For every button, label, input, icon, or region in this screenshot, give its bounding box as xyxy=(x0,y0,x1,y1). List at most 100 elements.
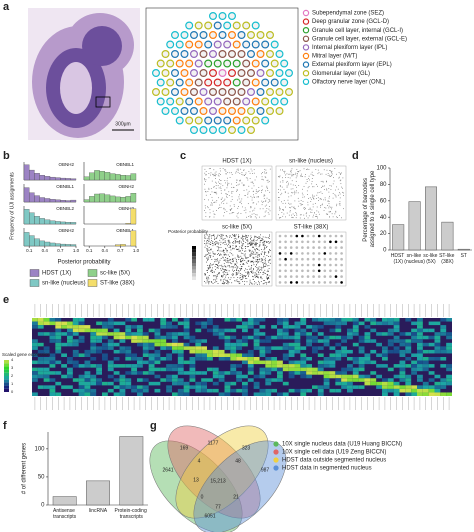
pixel xyxy=(336,186,338,188)
panel-label: e xyxy=(3,294,9,306)
pixel xyxy=(236,279,238,281)
heatmap-cell xyxy=(107,325,114,329)
heatmap-cell xyxy=(382,392,388,396)
legend-label: HDST data in segmented nucleus xyxy=(282,466,372,472)
heatmap-cell xyxy=(172,346,178,350)
spot xyxy=(180,87,189,96)
colorbar-step xyxy=(4,372,9,376)
pixel xyxy=(234,257,236,259)
pixel xyxy=(215,181,216,183)
pixel xyxy=(232,248,234,249)
pixel xyxy=(212,283,214,284)
pixel xyxy=(245,242,247,243)
pixel xyxy=(263,246,265,248)
pixel xyxy=(259,254,261,255)
pixel xyxy=(317,169,319,171)
histogram-bar xyxy=(109,173,116,181)
legend-label: Glomerular layer (GL) xyxy=(312,71,370,77)
heatmap-cell xyxy=(113,332,120,336)
heatmap-cell xyxy=(32,392,38,396)
heatmap-cell xyxy=(434,349,441,354)
pixel xyxy=(207,257,209,259)
heatmap-cell xyxy=(125,332,132,336)
pixel xyxy=(266,282,268,284)
st-spot xyxy=(340,263,343,267)
pixel xyxy=(232,212,233,213)
spot xyxy=(194,97,203,106)
pixel xyxy=(220,207,222,208)
heatmap-cell xyxy=(417,357,423,361)
pixel xyxy=(259,258,261,260)
heatmap-cell xyxy=(300,360,307,365)
heatmap-cell xyxy=(90,364,97,368)
pixel xyxy=(227,177,228,179)
pixel xyxy=(239,246,241,248)
heatmap-cell xyxy=(347,388,353,393)
pixel xyxy=(261,238,263,240)
pixel xyxy=(242,239,244,241)
pixel xyxy=(307,168,308,170)
bar xyxy=(425,186,437,251)
pixel xyxy=(315,169,317,170)
pixel xyxy=(267,277,268,279)
pixel xyxy=(266,187,268,188)
heatmap-cell xyxy=(335,388,342,393)
spot xyxy=(247,49,256,58)
pixel xyxy=(252,210,253,212)
heatmap-cell xyxy=(247,318,254,322)
pixel xyxy=(265,210,267,212)
pixel xyxy=(330,175,332,177)
pixel xyxy=(225,193,227,195)
heatmap-cell xyxy=(218,357,225,361)
pixel xyxy=(263,280,265,281)
pixel xyxy=(206,277,208,279)
legend-label: Mitral layer (M/T) xyxy=(312,54,357,60)
spot xyxy=(223,116,232,125)
pixel xyxy=(220,244,222,246)
pixel xyxy=(219,254,220,256)
heatmap-cell xyxy=(312,371,318,375)
x-tick-label: 0.7 xyxy=(117,248,124,253)
st-spot xyxy=(334,257,338,261)
pixel xyxy=(226,259,228,261)
pixel xyxy=(214,258,216,260)
pixel xyxy=(256,176,257,178)
histogram-bar xyxy=(23,187,30,203)
heatmap-cell xyxy=(277,364,283,368)
pixel xyxy=(279,186,281,188)
pixel xyxy=(325,213,327,215)
spot xyxy=(199,31,208,40)
pixel xyxy=(228,265,230,267)
spot xyxy=(185,40,194,49)
pixel xyxy=(210,255,212,257)
pixel xyxy=(262,262,264,263)
pixel xyxy=(217,254,219,255)
pixel xyxy=(252,240,254,242)
pixel xyxy=(210,244,211,245)
heatmap-cell xyxy=(183,321,190,326)
pixel xyxy=(225,279,227,281)
st-spot xyxy=(312,257,315,261)
pixel xyxy=(290,169,292,171)
heatmap-cell xyxy=(440,346,447,350)
heatmap-cell xyxy=(189,339,196,343)
histogram-bar xyxy=(65,222,71,225)
pixel xyxy=(335,195,337,197)
heatmap-cell xyxy=(207,367,213,372)
pixel xyxy=(314,202,316,204)
heatmap-cell xyxy=(417,328,423,333)
pixel xyxy=(241,260,242,262)
pixel xyxy=(292,173,294,175)
spot xyxy=(228,49,237,58)
pixel xyxy=(213,236,215,238)
pixel xyxy=(264,266,266,268)
heatmap-cell xyxy=(370,381,377,386)
pixel xyxy=(235,234,237,236)
pixel xyxy=(219,204,221,206)
pixel xyxy=(209,252,211,254)
pixel xyxy=(207,256,209,258)
heatmap-cell xyxy=(364,325,371,329)
pixel xyxy=(268,256,269,257)
pixel xyxy=(262,244,264,246)
pixel xyxy=(335,196,337,198)
